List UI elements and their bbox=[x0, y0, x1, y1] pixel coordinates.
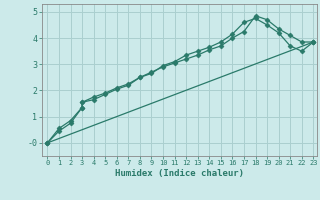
X-axis label: Humidex (Indice chaleur): Humidex (Indice chaleur) bbox=[115, 169, 244, 178]
